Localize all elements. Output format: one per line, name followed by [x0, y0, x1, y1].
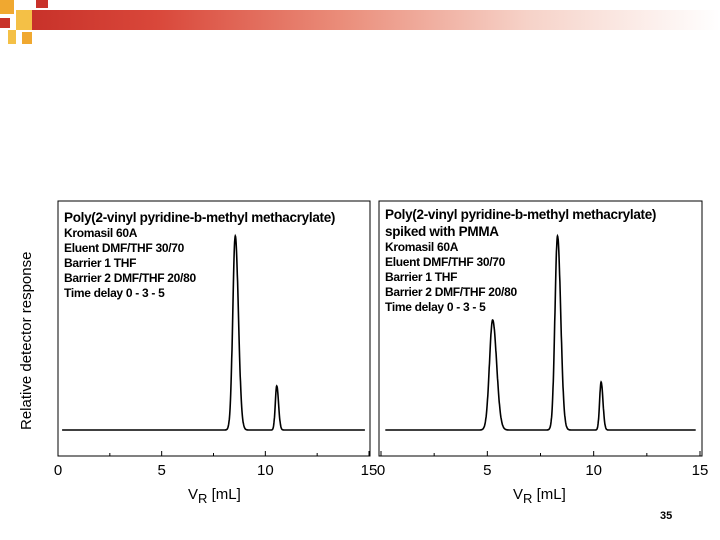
x-ticks — [57, 451, 370, 456]
annotation-barrier-2: Barrier 2 DMF/THF 20/80 — [64, 271, 196, 285]
x-tick-label: 5 — [157, 462, 165, 479]
annotation-barrier-2: Barrier 2 DMF/THF 20/80 — [385, 285, 517, 299]
annotation-time-delay: Time delay 0 - 3 - 5 — [385, 300, 486, 314]
chart-left: 0 5 10 15 — [54, 200, 378, 479]
x-tick-labels: 0 5 10 15 — [377, 462, 709, 479]
x-tick-label: 15 — [361, 462, 378, 479]
banner-gradient-bar — [32, 10, 720, 30]
chart-right: 0 5 10 15 — [377, 200, 709, 479]
annotation-barrier-1: Barrier 1 THF — [64, 256, 137, 270]
chart-title: Poly(2-vinyl pyridine-b-methyl methacryl… — [64, 210, 336, 225]
x-tick-label: 0 — [54, 462, 62, 479]
banner-square — [16, 10, 32, 30]
annotation-barrier-1: Barrier 1 THF — [385, 270, 458, 284]
series-line — [385, 233, 696, 431]
x-tick-label: 10 — [585, 462, 602, 479]
x-axis-label-right: VR [mL] — [513, 486, 566, 506]
x-tick-label: 10 — [257, 462, 274, 479]
x-tick-label: 5 — [483, 462, 491, 479]
x-axis-symbol: V — [513, 486, 524, 503]
x-tick-label: 15 — [692, 462, 709, 479]
annotation-column: Kromasil 60A — [385, 240, 459, 254]
x-axis-label-left: VR [mL] — [188, 486, 241, 506]
x-axis-subscript: R — [523, 491, 533, 506]
x-axis-subscript: R — [198, 491, 208, 506]
x-tick-label: 0 — [377, 462, 385, 479]
annotation-eluent: Eluent DMF/THF 30/70 — [385, 255, 506, 269]
annotation-eluent: Eluent DMF/THF 30/70 — [64, 241, 185, 255]
chart-right-annotations: Poly(2-vinyl pyridine-b-methyl methacryl… — [385, 206, 705, 315]
x-ticks — [380, 451, 701, 456]
chart-title: Poly(2-vinyl pyridine-b-methyl methacryl… — [385, 207, 657, 222]
x-axis-unit: [mL] — [207, 486, 241, 503]
chart-title-line-2: spiked with PMMA — [385, 224, 499, 239]
chart-left-annotations: Poly(2-vinyl pyridine-b-methyl methacryl… — [64, 209, 364, 301]
banner-square — [22, 32, 32, 44]
annotation-time-delay: Time delay 0 - 3 - 5 — [64, 286, 165, 300]
title-banner — [0, 0, 720, 44]
y-axis-label: Relative detector response — [18, 251, 35, 430]
banner-square — [8, 30, 16, 44]
x-axis-unit: [mL] — [532, 486, 566, 503]
banner-square — [36, 0, 48, 8]
x-axis-symbol: V — [188, 486, 199, 503]
page-number: 35 — [660, 510, 673, 522]
banner-square — [0, 0, 14, 14]
series-line — [62, 233, 365, 431]
annotation-column: Kromasil 60A — [64, 226, 138, 240]
x-tick-labels: 0 5 10 15 — [54, 462, 378, 479]
banner-square — [0, 18, 10, 28]
